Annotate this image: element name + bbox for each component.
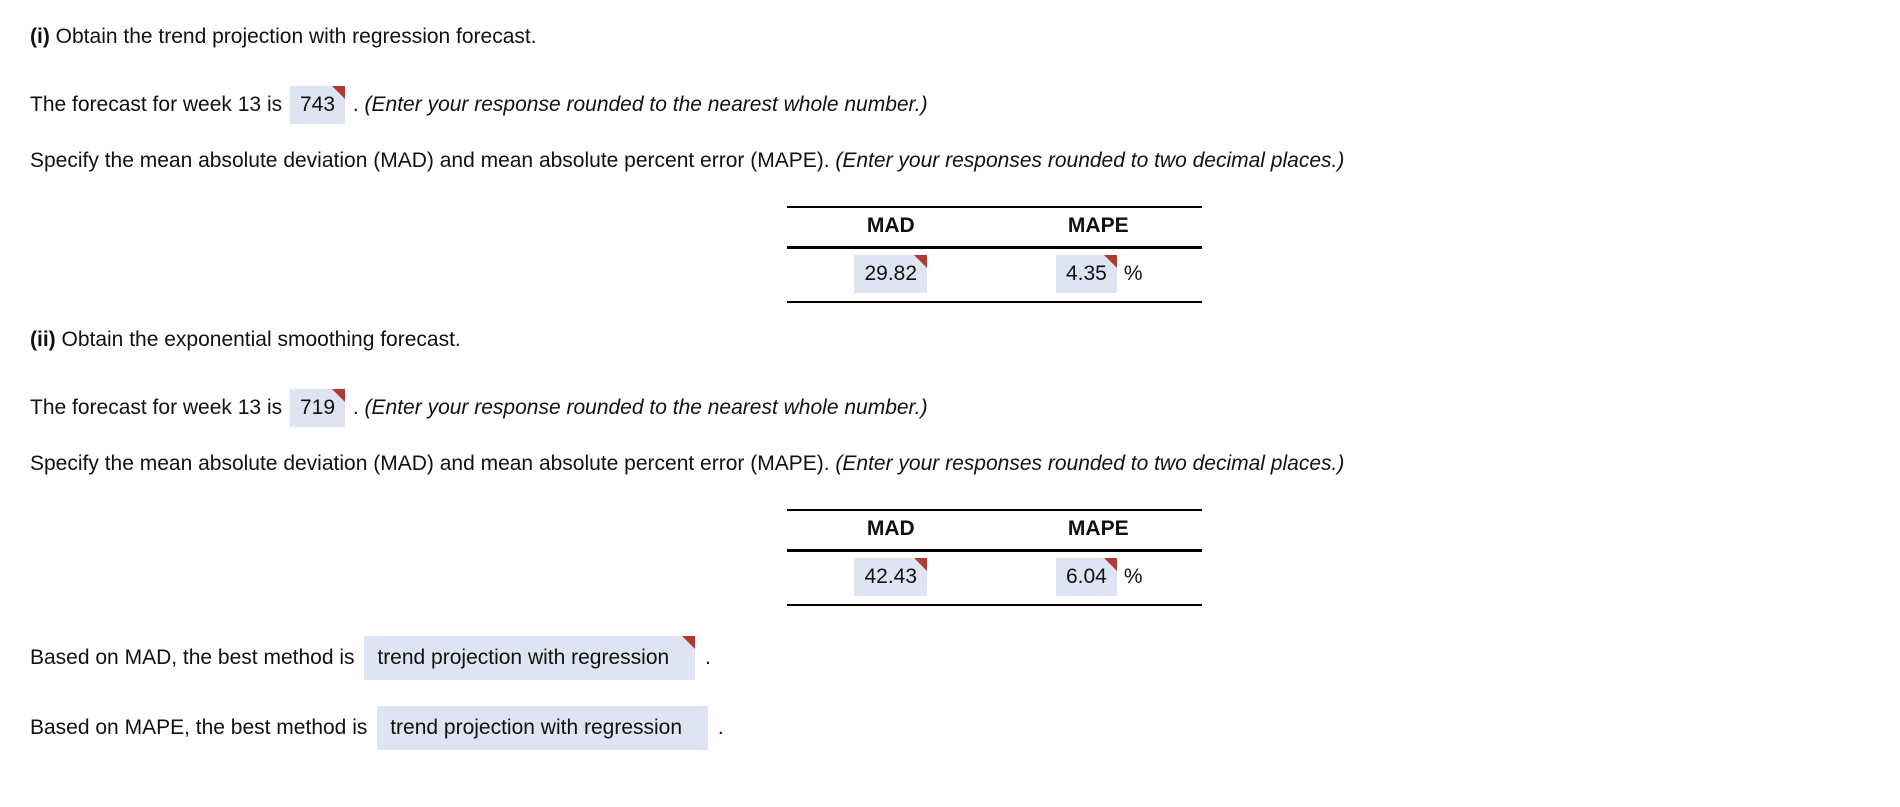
mape-input-i[interactable]: 4.35 — [1055, 255, 1117, 293]
part-ii-heading: (ii) Obtain the exponential smoothing fo… — [30, 327, 1860, 353]
mape-cell: 6.04% — [995, 551, 1203, 606]
table-header-row: MAD MAPE — [787, 207, 1202, 249]
mad-cell: 42.43 — [787, 551, 995, 606]
mape-header: MAPE — [994, 207, 1202, 249]
part-ii-heading-text: Obtain the exponential smoothing forecas… — [55, 328, 461, 351]
mape-cell: 4.35% — [995, 248, 1203, 303]
mape-value: 4.35 — [1065, 262, 1107, 285]
mad-cell: 29.82 — [787, 248, 995, 303]
mad-header: MAD — [787, 207, 995, 249]
specify-text: Specify the mean absolute deviation (MAD… — [30, 149, 830, 172]
metrics-table-wrap-i: MAD MAPE 29.82 4.35% — [787, 206, 1860, 303]
forecast-week13-input-ii[interactable]: 719 — [289, 389, 346, 427]
part-i-specify-line: Specify the mean absolute deviation (MAD… — [30, 148, 1860, 174]
best-method-mape-select[interactable]: trend projection with regression — [377, 706, 709, 750]
mad-value: 42.43 — [864, 565, 918, 588]
rounding-note: (Enter your responses rounded to two dec… — [835, 452, 1345, 475]
percent-sign: % — [1123, 565, 1143, 588]
error-metrics-table-i: MAD MAPE 29.82 4.35% — [787, 206, 1202, 303]
mape-input-ii[interactable]: 6.04 — [1055, 558, 1117, 596]
rounding-note: (Enter your response rounded to the near… — [364, 396, 928, 419]
conclusion-mape-prefix: Based on MAPE, the best method is — [30, 716, 368, 739]
sentence-period: . — [717, 716, 724, 739]
mad-input-ii[interactable]: 42.43 — [854, 558, 928, 596]
metrics-table-wrap-ii: MAD MAPE 42.43 6.04% — [787, 509, 1860, 606]
correct-answer-flag-icon — [332, 86, 346, 99]
part-i-label: (i) — [30, 25, 50, 48]
correct-answer-flag-icon — [1103, 558, 1117, 571]
part-ii-forecast-line: The forecast for week 13 is 719 . (Enter… — [30, 389, 1860, 427]
conclusion-mad-line: Based on MAD, the best method is trend p… — [30, 636, 1860, 680]
conclusion-mad-prefix: Based on MAD, the best method is — [30, 646, 355, 669]
mape-header: MAPE — [994, 510, 1202, 552]
mad-input-i[interactable]: 29.82 — [854, 255, 928, 293]
forecast-value: 743 — [299, 93, 336, 116]
sentence-period: . — [352, 396, 359, 419]
part-i-heading-text: Obtain the trend projection with regress… — [49, 25, 537, 48]
rounding-note: (Enter your responses rounded to two dec… — [835, 149, 1345, 172]
forecast-week13-input-i[interactable]: 743 — [289, 86, 346, 124]
part-ii-specify-line: Specify the mean absolute deviation (MAD… — [30, 451, 1860, 477]
conclusion-mape-line: Based on MAPE, the best method is trend … — [30, 706, 1860, 750]
correct-answer-flag-icon — [682, 636, 696, 649]
correct-answer-flag-icon — [1103, 255, 1117, 268]
best-method-mad-value: trend projection with regression — [377, 646, 670, 669]
forecast-value: 719 — [299, 396, 336, 419]
correct-answer-flag-icon — [914, 255, 928, 268]
sentence-period: . — [705, 646, 711, 669]
part-ii-label: (ii) — [30, 328, 56, 351]
mape-value: 6.04 — [1065, 565, 1107, 588]
mad-value: 29.82 — [864, 262, 918, 285]
part-i-forecast-line: The forecast for week 13 is 743 . (Enter… — [30, 86, 1860, 124]
rounding-note: (Enter your response rounded to the near… — [364, 93, 928, 116]
table-header-row: MAD MAPE — [787, 510, 1202, 552]
forecast-label: The forecast for week 13 is — [30, 396, 283, 419]
mad-header: MAD — [787, 510, 995, 552]
best-method-mape-value: trend projection with regression — [390, 716, 683, 739]
forecast-label: The forecast for week 13 is — [30, 93, 283, 116]
error-metrics-table-ii: MAD MAPE 42.43 6.04% — [787, 509, 1202, 606]
percent-sign: % — [1123, 262, 1143, 285]
part-i-heading: (i) Obtain the trend projection with reg… — [30, 24, 1860, 50]
specify-text: Specify the mean absolute deviation (MAD… — [30, 452, 830, 475]
sentence-period: . — [352, 93, 359, 116]
correct-answer-flag-icon — [332, 389, 346, 402]
table-value-row: 42.43 6.04% — [787, 551, 1202, 606]
table-value-row: 29.82 4.35% — [787, 248, 1202, 303]
best-method-mad-select[interactable]: trend projection with regression — [364, 636, 696, 680]
correct-answer-flag-icon — [914, 558, 928, 571]
